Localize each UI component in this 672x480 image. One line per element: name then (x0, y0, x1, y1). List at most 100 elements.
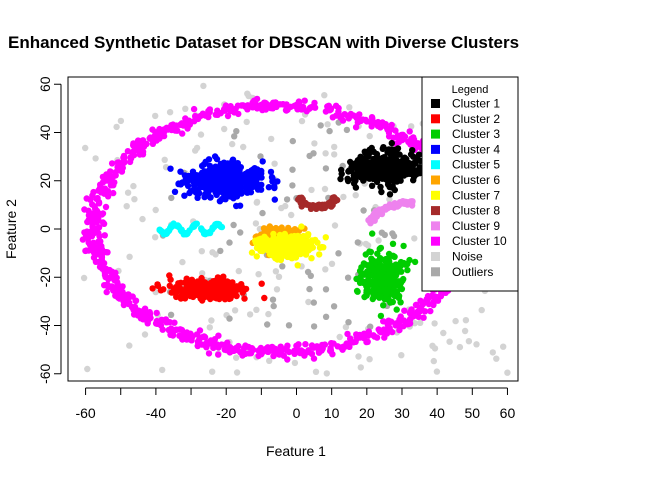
data-point (339, 117, 347, 124)
data-point (177, 295, 185, 302)
data-point (393, 306, 400, 313)
data-point (278, 226, 285, 233)
data-point (272, 268, 280, 275)
data-point (193, 220, 200, 227)
data-point (209, 249, 216, 256)
data-point (364, 281, 371, 288)
data-point (401, 161, 408, 168)
data-point (298, 106, 305, 113)
data-point (167, 276, 174, 283)
data-point (461, 327, 469, 335)
data-point (211, 175, 218, 182)
data-point (385, 322, 392, 329)
data-point (301, 97, 308, 104)
data-point (81, 206, 88, 213)
data-point (269, 178, 276, 185)
data-point (233, 369, 241, 376)
data-point (362, 116, 369, 124)
legend-swatch (431, 236, 440, 246)
data-point (91, 203, 98, 210)
data-point (264, 321, 271, 328)
data-point (203, 171, 210, 178)
data-point (373, 273, 380, 281)
data-point (370, 332, 377, 339)
data-point (279, 263, 286, 270)
data-point (211, 336, 219, 343)
data-point (259, 106, 266, 114)
data-point (153, 309, 160, 317)
data-point (410, 177, 417, 184)
legend-entry-label: Cluster 10 (452, 234, 507, 248)
data-point (159, 326, 166, 333)
data-point (407, 307, 415, 315)
data-point (241, 172, 248, 179)
data-point (227, 295, 234, 302)
data-point (216, 278, 223, 285)
data-point (152, 206, 159, 214)
data-point (282, 202, 289, 210)
data-point (95, 229, 102, 237)
data-point (243, 177, 251, 184)
data-point (367, 261, 374, 269)
data-point (135, 137, 143, 145)
data-point (346, 104, 353, 111)
data-point (358, 156, 365, 163)
data-point (396, 317, 403, 324)
data-point (343, 126, 351, 134)
data-point (376, 255, 384, 262)
data-point (177, 326, 184, 333)
data-point (385, 317, 392, 324)
data-point (253, 198, 261, 206)
data-point (90, 241, 97, 248)
data-point (102, 203, 110, 211)
data-point (199, 270, 206, 277)
data-point (214, 111, 221, 119)
data-point (225, 187, 232, 194)
data-point (392, 156, 400, 163)
data-point (417, 319, 424, 326)
data-point (358, 168, 365, 175)
y-axis: -60 -40 -20 0 20 40 60 (37, 76, 62, 384)
data-point (265, 310, 272, 318)
data-point (302, 341, 309, 348)
data-point (377, 183, 384, 191)
data-point (352, 177, 359, 184)
data-point (310, 344, 317, 351)
data-point (398, 268, 405, 275)
data-point (202, 230, 209, 238)
data-point (311, 236, 319, 244)
y-tick-label: -20 (37, 267, 53, 287)
data-point (367, 323, 374, 330)
data-point (152, 112, 159, 120)
data-point (368, 114, 376, 121)
data-point (409, 147, 416, 154)
legend-swatch (431, 129, 440, 139)
data-point (215, 351, 222, 358)
data-point (366, 356, 373, 363)
data-point (243, 187, 250, 194)
data-point (182, 105, 189, 113)
data-point (298, 223, 305, 230)
data-point (171, 319, 178, 326)
data-point (226, 239, 233, 246)
data-point (401, 307, 408, 314)
data-point (200, 82, 207, 90)
data-point (446, 338, 453, 345)
data-point (190, 105, 198, 113)
data-point (242, 103, 250, 111)
data-point (415, 151, 423, 158)
data-point (345, 115, 352, 122)
data-point (175, 223, 182, 230)
data-point (400, 156, 407, 163)
legend-swatch (431, 221, 440, 231)
data-point (104, 249, 111, 256)
data-point (372, 173, 379, 180)
data-point (205, 113, 212, 121)
y-axis-label: Feature 2 (3, 199, 19, 259)
data-point (256, 182, 263, 189)
data-point (179, 336, 186, 343)
data-point (149, 140, 157, 147)
x-tick-label: 20 (359, 405, 375, 421)
data-point (430, 301, 437, 309)
